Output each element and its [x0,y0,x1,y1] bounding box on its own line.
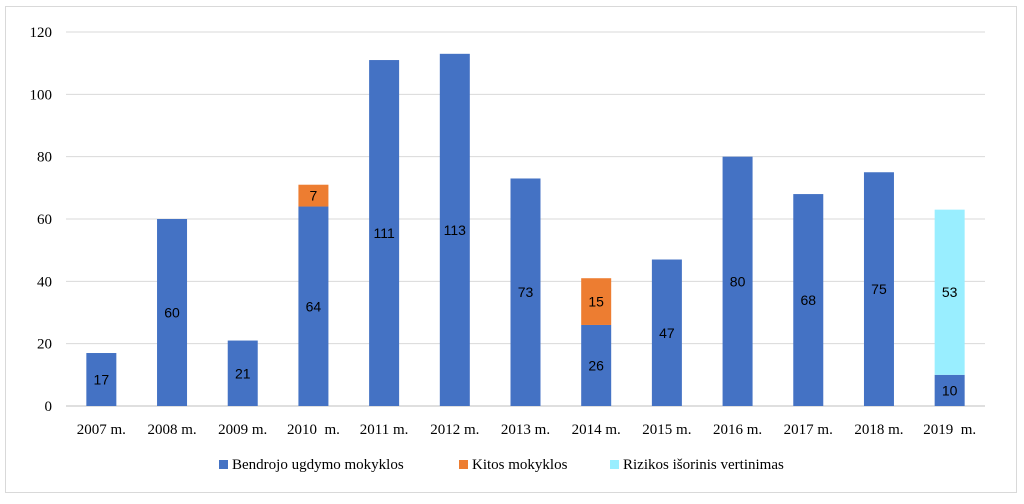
x-tick-label: 2014 m. [572,422,621,438]
y-axis-ticks: 0 20 40 60 80 100 120 [30,25,53,415]
data-label: 113 [444,222,467,238]
bar-segment [157,219,188,406]
x-tick-label: 2017 m. [784,422,833,438]
x-tick-label: 2015 m. [642,422,691,438]
legend-label: Bendrojo ugdymo mokyklos [232,457,404,473]
legend-label: Kitos mokyklos [472,457,568,473]
x-tick-label: 2016 m. [713,422,762,438]
x-tick-label: 2019 m. [923,422,976,438]
bar-segment [863,172,894,406]
gridlines [66,31,985,407]
data-label: 47 [659,325,675,341]
x-tick-label: 2010 m. [287,422,340,438]
data-label: 26 [588,357,604,373]
bar-segment [369,60,400,407]
data-label: 15 [588,294,604,310]
bar-segment [934,374,965,406]
legend-swatch [219,460,228,469]
x-tick-label: 2007 m. [77,422,126,438]
data-label: 111 [373,225,394,241]
bar-segment [86,353,117,406]
bar-segment [298,206,329,406]
bars: 17 60 21 64 7 111 113 73 26 15 47 80 68 75 10 53 [86,53,965,407]
data-label: 68 [800,292,816,308]
y-tick-label: 80 [37,150,52,166]
data-label: 64 [306,298,322,314]
data-label: 7 [310,188,318,204]
legend: Bendrojo ugdymo mokyklos Kitos mokyklos Ri… [219,457,784,473]
bar-segment [227,340,258,406]
x-tick-label: 2011 m. [360,422,409,438]
data-label: 73 [518,284,534,300]
data-label: 80 [730,273,746,289]
data-label: 17 [94,372,110,388]
y-tick-label: 0 [45,399,53,415]
y-tick-label: 60 [37,212,52,228]
data-label: 53 [942,284,958,300]
bar-segment [439,53,470,407]
legend-swatch [459,460,468,469]
bar-segment [581,324,612,406]
bar-segment [793,194,824,406]
bar-segment [651,259,682,406]
y-tick-label: 20 [37,337,52,353]
x-tick-label: 2008 m. [147,422,196,438]
data-label: 21 [235,365,251,381]
bar-segment [298,184,329,207]
legend-swatch [610,460,619,469]
x-tick-label: 2009 m. [218,422,267,438]
bar-segment [510,178,541,406]
data-label: 75 [871,281,887,297]
data-label: 60 [164,305,180,321]
x-tick-label: 2013 m. [501,422,550,438]
x-tick-label: 2018 m. [854,422,903,438]
y-tick-label: 40 [37,274,52,290]
bar-segment [934,209,965,375]
x-tick-label: 2012 m. [430,422,479,438]
legend-label: Rizikos išorinis vertinimas [623,457,784,473]
data-label: 10 [942,382,958,398]
x-axis-ticks: 2007 m. 2008 m. 2009 m. 2010 m. 2011 m. 2012 … [77,422,976,438]
y-tick-label: 120 [30,25,53,41]
y-tick-label: 100 [30,87,53,103]
bar-segment [722,156,753,406]
bar-segment [581,278,612,325]
